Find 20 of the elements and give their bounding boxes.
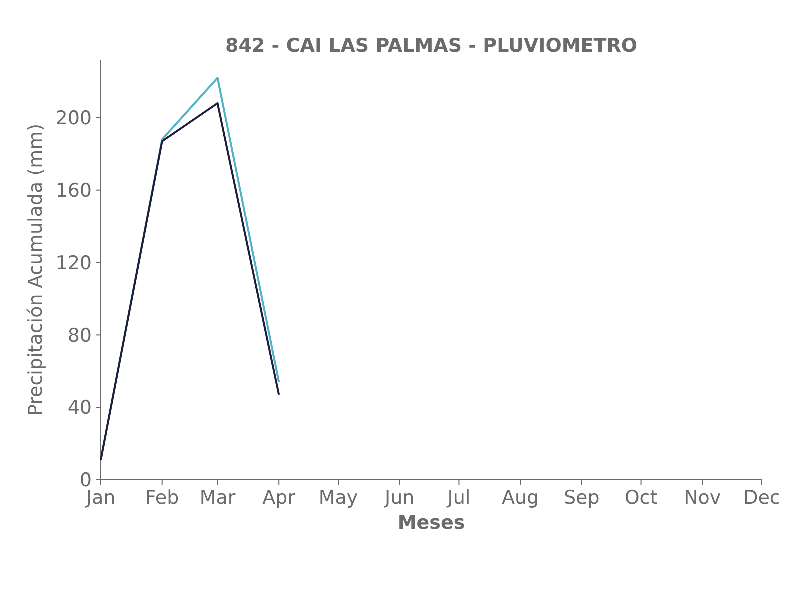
y-tick-label: 120 [56, 252, 92, 274]
x-tick-label: Jan [85, 487, 116, 509]
y-tick-label: 40 [68, 397, 92, 420]
x-axis-title: Meses [398, 512, 466, 534]
x-tick-label: Apr [262, 487, 296, 509]
x-tick-label: Nov [684, 487, 722, 509]
x-tick-label: Jun [384, 487, 415, 509]
x-tick-label: Sep [564, 487, 600, 509]
x-tick-label: Feb [146, 487, 180, 509]
x-tick-label: Jul [446, 487, 471, 509]
y-tick-label: 80 [68, 324, 92, 347]
y-axis-title: Precipitación Acumulada (mm) [25, 124, 47, 416]
x-tick-label: May [318, 487, 358, 509]
y-tick-label: 200 [56, 108, 92, 130]
x-tick-label: Dec [744, 487, 780, 509]
y-tick-label: 160 [56, 180, 92, 202]
x-tick-label: Mar [200, 487, 236, 509]
x-tick-label: Oct [624, 487, 658, 509]
x-tick-label: Aug [502, 487, 540, 509]
chart-title: 842 - CAI LAS PALMAS - PLUVIOMETRO [226, 35, 638, 57]
